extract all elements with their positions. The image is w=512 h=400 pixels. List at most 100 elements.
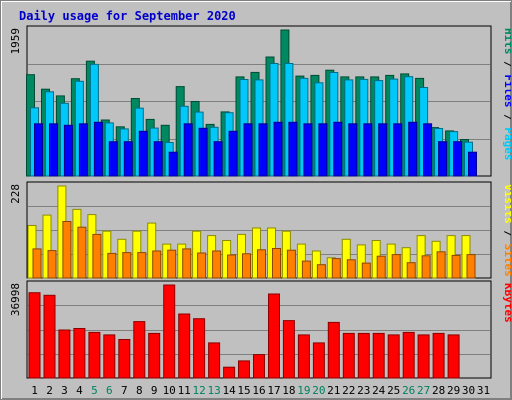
x-tick-label-day-22: 22: [342, 384, 355, 397]
bar-sites-day-30: [466, 254, 476, 279]
bar-kbytes-day-18: [282, 320, 295, 379]
bar-pages-day-8: [138, 130, 148, 177]
bar-kbytes-day-3: [58, 329, 71, 379]
bar-visits-day-2: [42, 214, 52, 279]
bar-sites-day-17: [272, 248, 281, 279]
x-tick-label-day-31: 31: [477, 384, 490, 397]
series-label-separator: /: [502, 108, 511, 128]
bar-kbytes-day-27: [417, 334, 430, 379]
series-label-hits: Hits: [502, 28, 511, 55]
bar-sites-day-3: [62, 221, 72, 279]
x-tick-label-day-1: 1: [31, 384, 38, 397]
bar-kbytes-day-25: [387, 334, 400, 379]
bar-pages-day-22: [348, 123, 358, 177]
bar-sites-day-5: [92, 233, 102, 279]
x-tick-label-day-19: 19: [297, 384, 310, 397]
x-tick-label-day-13: 13: [207, 384, 220, 397]
x-tick-label-day-29: 29: [447, 384, 460, 397]
bar-kbytes-day-9: [148, 332, 161, 379]
x-tick-label-day-15: 15: [237, 384, 250, 397]
bar-kbytes-day-13: [208, 342, 221, 379]
bar-sites-day-4: [77, 226, 87, 279]
panel-1-series-label: Hits / Files / Pages: [502, 28, 511, 161]
x-tick-label-day-24: 24: [372, 384, 386, 397]
x-tick-label-day-7: 7: [121, 384, 128, 397]
x-tick-label-day-16: 16: [252, 384, 265, 397]
panel-3-max-label: 36998: [9, 283, 22, 316]
bar-sites-day-19: [301, 260, 311, 279]
bar-kbytes-day-29: [447, 334, 460, 379]
bar-kbytes-day-17: [268, 293, 280, 379]
bar-pages-day-29: [453, 141, 463, 177]
bar-sites-day-10: [167, 249, 177, 279]
panel-3-series-label: KBytes: [502, 283, 511, 323]
panel-2-max-label: 228: [9, 184, 22, 204]
x-tick-label-day-9: 9: [151, 384, 158, 397]
bar-sites-day-26: [406, 262, 416, 279]
bar-pages-day-17: [273, 121, 283, 177]
bar-pages-day-2: [49, 123, 58, 177]
bar-pages-day-28: [438, 141, 448, 177]
bar-kbytes-day-19: [297, 334, 310, 379]
bar-pages-day-13: [213, 141, 223, 177]
panel-1-max-label: 1959: [9, 28, 22, 55]
bar-pages-day-3: [63, 124, 73, 177]
bar-kbytes-day-7: [118, 339, 131, 379]
series-label-pages: Pages: [502, 127, 511, 160]
bar-pages-day-27: [423, 123, 433, 177]
x-tick-label-day-21: 21: [327, 384, 340, 397]
x-tick-label-day-12: 12: [192, 384, 205, 397]
bar-pages-day-12: [198, 127, 208, 177]
bar-pages-day-4: [78, 123, 88, 177]
bar-kbytes-day-26: [402, 331, 415, 379]
bar-kbytes-day-24: [372, 332, 385, 379]
bar-sites-day-6: [107, 252, 117, 279]
bar-kbytes-day-15: [238, 360, 250, 379]
bar-sites-day-12: [197, 252, 207, 279]
bar-sites-day-8: [137, 252, 147, 279]
bar-visits-day-23: [356, 244, 366, 279]
x-tick-label-day-5: 5: [91, 384, 98, 397]
bar-pages-day-15: [243, 123, 253, 177]
x-tick-label-day-10: 10: [163, 384, 176, 397]
bar-kbytes-day-11: [178, 313, 191, 379]
bar-sites-day-1: [32, 248, 42, 279]
x-tick-label-day-17: 17: [267, 384, 280, 397]
bar-sites-day-29: [451, 254, 461, 279]
bar-sites-day-15: [242, 253, 251, 279]
x-tick-label-day-20: 20: [312, 384, 325, 397]
x-tick-label-day-4: 4: [76, 384, 83, 397]
x-tick-label-day-18: 18: [282, 384, 295, 397]
bar-pages-day-30: [468, 151, 477, 177]
x-tick-label-day-23: 23: [357, 384, 370, 397]
bar-kbytes-day-21: [327, 321, 340, 379]
x-tick-label-day-2: 2: [46, 384, 53, 397]
bar-sites-day-7: [122, 252, 132, 279]
bar-pages-day-9: [153, 141, 163, 177]
bar-kbytes-day-22: [342, 332, 355, 379]
bar-pages-day-11: [183, 123, 193, 177]
bar-kbytes-day-23: [357, 332, 370, 379]
bar-sites-day-27: [421, 255, 431, 279]
bar-pages-day-26: [408, 121, 418, 177]
x-tick-label-day-26: 26: [402, 384, 415, 397]
bar-pages-day-19: [303, 123, 313, 177]
bar-sites-day-14: [227, 254, 237, 279]
bar-pages-day-5: [93, 121, 103, 177]
bar-kbytes-day-16: [253, 354, 265, 379]
bar-sites-day-11: [182, 248, 192, 279]
x-tick-label-day-3: 3: [61, 384, 68, 397]
bar-sites-day-16: [257, 249, 266, 279]
x-tick-label-day-11: 11: [178, 384, 191, 397]
bar-pages-day-14: [228, 130, 238, 177]
bar-kbytes-day-10: [163, 284, 176, 379]
bar-pages-day-20: [318, 123, 328, 177]
bar-sites-day-22: [346, 259, 356, 279]
bar-pages-day-7: [123, 141, 133, 177]
series-label-separator: /: [502, 55, 511, 75]
bar-pages-day-23: [363, 123, 373, 177]
bar-visits-day-22: [341, 238, 351, 279]
x-tick-label-day-28: 28: [432, 384, 445, 397]
